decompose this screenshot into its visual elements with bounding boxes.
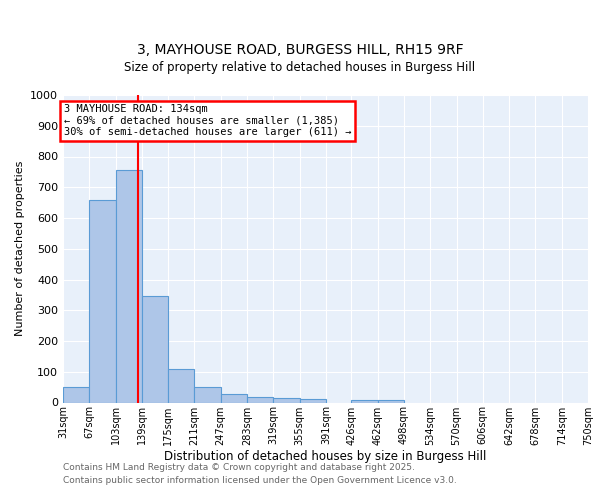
Bar: [247, 397, 273, 402]
Y-axis label: Number of detached properties: Number of detached properties: [14, 161, 25, 336]
Text: Size of property relative to detached houses in Burgess Hill: Size of property relative to detached ho…: [124, 61, 476, 74]
Bar: [299, 400, 326, 402]
Text: 3, MAYHOUSE ROAD, BURGESS HILL, RH15 9RF: 3, MAYHOUSE ROAD, BURGESS HILL, RH15 9RF: [137, 44, 463, 58]
Bar: [273, 398, 299, 402]
Text: Contains public sector information licensed under the Open Government Licence v3: Contains public sector information licen…: [63, 476, 457, 485]
Bar: [352, 400, 378, 402]
Bar: [63, 387, 89, 402]
Bar: [221, 394, 247, 402]
Bar: [194, 387, 221, 402]
Bar: [116, 170, 142, 402]
Bar: [378, 400, 404, 402]
Bar: [142, 296, 168, 403]
Bar: [89, 200, 116, 402]
Bar: [168, 368, 194, 402]
Text: 3 MAYHOUSE ROAD: 134sqm
← 69% of detached houses are smaller (1,385)
30% of semi: 3 MAYHOUSE ROAD: 134sqm ← 69% of detache…: [64, 104, 351, 138]
X-axis label: Distribution of detached houses by size in Burgess Hill: Distribution of detached houses by size …: [164, 450, 487, 463]
Text: Contains HM Land Registry data © Crown copyright and database right 2025.: Contains HM Land Registry data © Crown c…: [63, 462, 415, 471]
